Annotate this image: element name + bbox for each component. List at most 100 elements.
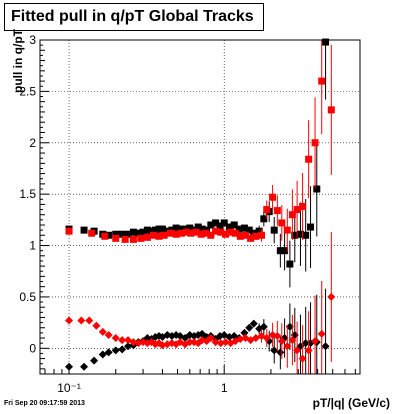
data-point [172,230,180,238]
data-point [211,338,220,347]
data-point [124,342,133,351]
y-tick-label: 0 [29,341,36,355]
data-point [276,348,285,357]
series-1 [65,40,335,252]
data-point [134,229,142,237]
data-point [283,342,292,351]
data-marks [65,38,336,374]
data-point [104,348,113,357]
data-point [327,292,336,301]
data-point [305,155,313,163]
data-point [217,228,225,236]
data-point [88,229,96,237]
data-point [293,206,301,214]
data-point [235,225,243,233]
y-tick-label: 1 [29,239,36,253]
data-point [273,207,281,215]
data-point [187,229,195,237]
data-point [202,229,210,237]
data-point [291,231,299,239]
data-point [263,206,271,214]
data-point [160,231,168,239]
data-point [112,230,120,238]
data-point [176,225,184,233]
data-point [270,346,279,355]
data-point [104,330,113,339]
data-point [240,224,248,232]
data-point [216,222,224,230]
data-point [221,338,230,347]
data-point [278,219,286,227]
data-point [98,327,107,336]
data-point [85,316,94,325]
data-point [245,226,253,234]
y-tick-label: 0.5 [19,290,36,304]
data-point [240,328,249,337]
data-point [273,331,282,340]
x-tick-label: 1 [221,381,228,395]
data-point [220,219,228,227]
data-point [186,224,194,232]
y-tick-label: 2 [29,136,36,150]
data-point [321,342,330,351]
data-point [148,227,156,235]
data-point [236,335,245,344]
data-point [192,228,200,236]
x-axis-label: pT/|q| (GeV/c) [312,396,390,410]
data-point [296,230,304,238]
data-point [225,223,233,231]
data-point [177,229,185,237]
data-point [245,323,254,332]
data-point [143,226,151,234]
data-point [304,346,313,355]
data-point [121,235,129,243]
data-point [298,354,307,363]
plot-frame [39,39,361,375]
data-point [252,232,260,240]
data-point [118,336,127,345]
data-point [151,226,159,234]
data-point [236,232,244,240]
data-point [118,345,127,354]
data-point [118,230,126,238]
data-point [259,322,268,331]
data-point [318,77,326,85]
series-0 [65,38,330,288]
data-point [65,227,73,235]
data-point [313,185,321,193]
data-point [288,336,297,345]
datestamp: Fri Sep 20 09:17:59 2013 [4,400,85,407]
data-point [80,226,88,234]
data-point [247,234,255,242]
data-point [212,219,220,227]
data-point [255,227,263,235]
y-axis-label: pull in q/pT [11,29,25,93]
data-point [149,231,157,239]
data-point [311,337,320,346]
data-point [322,38,330,46]
y-tick-label: 3 [29,33,36,47]
data-point [311,139,319,147]
data-point [185,338,194,347]
data-point [182,228,190,236]
data-point [299,202,307,210]
data-point [241,231,249,239]
data-point [155,232,163,240]
grid [40,39,360,374]
data-point [65,316,74,325]
data-point [281,247,289,255]
data-point [207,231,215,239]
data-point [302,231,310,239]
data-point [111,334,120,343]
y-tick-label: 2.5 [19,84,36,98]
data-point [262,334,271,343]
series-2 [65,288,330,374]
data-point [227,228,235,236]
data-point [111,346,120,355]
data-point [230,221,238,229]
data-point [231,229,239,237]
data-point [139,228,147,236]
data-point [112,234,120,242]
data-point [207,221,215,229]
